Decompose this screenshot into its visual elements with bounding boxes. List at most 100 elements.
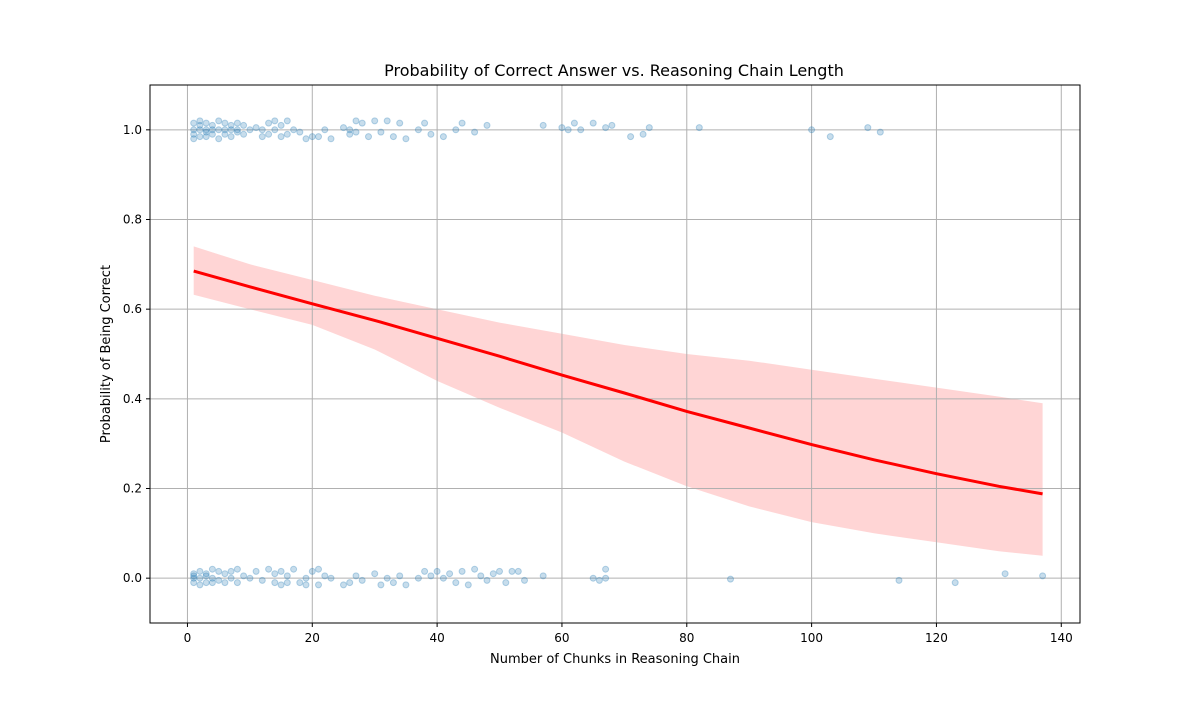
data-point [446,570,454,578]
data-point [608,121,616,129]
data-point [427,130,435,138]
data-point [190,570,198,578]
data-point [277,121,285,129]
x-axis-label: Number of Chunks in Reasoning Chain [490,652,740,667]
data-point [196,133,204,141]
data-point [290,565,298,573]
data-point [196,581,204,589]
data-point [439,133,447,141]
data-point [864,124,872,132]
data-point [227,567,235,575]
y-tick-label: 0.0 [123,571,142,585]
data-point [402,135,410,143]
data-point [539,572,547,580]
data-point [346,126,354,134]
data-point [308,567,316,575]
data-point [308,133,316,141]
data-point [521,576,528,584]
data-point [202,570,210,578]
data-point [483,121,491,129]
y-tick-label: 0.8 [123,213,142,227]
data-point [452,579,460,587]
data-point [595,576,603,584]
data-point [271,579,279,587]
fit-line [193,269,1043,496]
data-point [327,574,335,582]
data-point [283,579,291,587]
data-point [227,126,235,134]
data-point [727,575,734,583]
y-tick-label: 0.4 [123,392,142,406]
data-point [283,117,291,125]
data-point [208,574,216,582]
data-point [221,570,229,578]
data-point [302,581,310,589]
data-point [477,572,485,580]
y-tick-label: 1.0 [123,123,142,137]
data-point [202,133,210,141]
data-point [246,574,254,582]
x-tick-label: 20 [305,631,320,645]
data-point [414,126,422,134]
data-point [421,119,429,127]
data-point [233,579,241,587]
data-point [695,124,703,132]
data-point [639,130,647,138]
data-point [352,117,360,125]
data-point [302,574,310,582]
data-point [196,574,204,582]
x-tick-label: 140 [1050,631,1073,645]
data-point [233,119,241,127]
data-point [377,581,385,589]
data-point [358,119,366,127]
data-point [227,133,235,141]
data-point [202,119,210,127]
data-point [190,130,198,138]
data-point [346,130,354,138]
data-point [452,126,460,134]
data-point [371,570,379,578]
data-point [227,574,235,582]
data-point [365,133,372,141]
data-point [208,579,216,587]
data-point [258,133,266,141]
data-point [570,119,578,127]
data-point [190,574,198,582]
data-point [196,567,204,575]
data-point [414,574,422,582]
data-point [389,579,397,587]
x-tick-label: 40 [429,631,444,645]
data-point [302,135,310,143]
data-point [258,576,266,584]
data-point [464,581,472,589]
data-point [283,572,291,580]
data-point [358,576,366,584]
data-point [196,126,204,134]
data-point [240,572,248,580]
data-point [315,581,322,589]
data-point [602,124,610,132]
data-point [895,576,903,584]
data-point [202,126,210,134]
data-point [208,565,216,573]
data-point [208,126,216,134]
data-point [233,128,241,136]
data-point [458,567,466,575]
data-point [327,135,335,143]
x-tick-label: 120 [925,631,948,645]
x-tick-label: 0 [184,631,192,645]
data-point [277,581,285,589]
data-point [202,579,210,587]
data-point [439,574,447,582]
data-point [265,565,273,573]
x-tick-label: 60 [554,631,569,645]
data-point [215,576,223,584]
data-point [458,119,466,127]
data-point [252,567,260,575]
data-point [202,572,210,580]
data-point [265,119,273,127]
data-point [271,570,279,578]
data-point [602,565,610,573]
data-point [371,117,379,125]
